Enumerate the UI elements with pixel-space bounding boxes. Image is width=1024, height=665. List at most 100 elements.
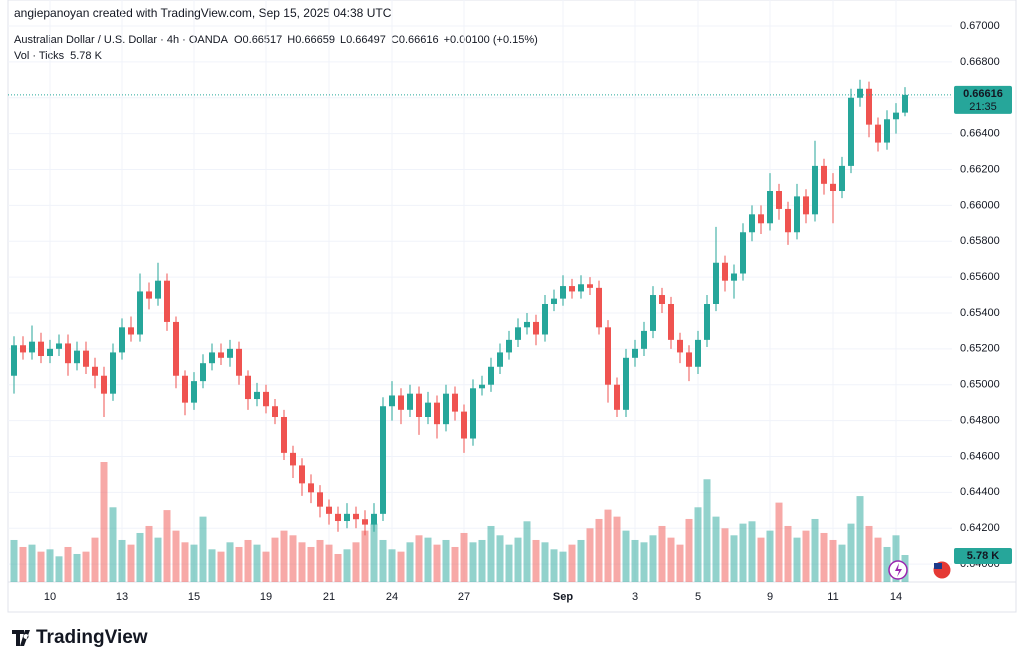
volume-bar — [10, 539, 18, 582]
volume-bar — [550, 549, 558, 582]
candle-body — [173, 321, 179, 376]
candle-body — [254, 391, 260, 400]
candle-body — [74, 350, 80, 364]
candle-body — [11, 345, 17, 376]
volume-bar — [595, 518, 603, 582]
candle-body — [830, 183, 836, 192]
candle-body — [749, 214, 755, 233]
header-text: O — [234, 34, 243, 46]
credit: angiepanoyan created with TradingView.co… — [14, 6, 392, 20]
candle-body — [65, 343, 71, 364]
x-tick-label: 19 — [260, 591, 272, 603]
candle-body — [659, 295, 665, 304]
volume-bar — [370, 523, 378, 582]
volume-bar — [91, 537, 99, 582]
candle-body — [164, 280, 170, 322]
volume-bar — [307, 546, 315, 582]
volume-bar — [28, 544, 36, 582]
candle-body — [191, 381, 197, 403]
x-tick-label: 14 — [890, 591, 902, 603]
volume-bar — [613, 516, 621, 582]
candle-body — [605, 327, 611, 385]
y-tick-label: 0.65800 — [960, 235, 1000, 247]
volume-bar — [451, 546, 459, 582]
volume-bar — [19, 546, 27, 582]
volume-bar — [775, 502, 783, 582]
volume-bar — [46, 549, 54, 582]
candle-body — [272, 406, 278, 417]
volume-bar — [559, 551, 567, 582]
volume-bar — [577, 539, 585, 582]
volume-bar — [883, 546, 891, 582]
volume-bar — [136, 532, 144, 582]
volume-bar — [469, 542, 477, 582]
header-text: L — [340, 34, 346, 46]
candle-body — [794, 196, 800, 233]
volume-bar — [118, 539, 126, 582]
volume-bar — [235, 546, 243, 582]
volume-bar — [253, 544, 261, 582]
candle-body — [389, 395, 395, 407]
candle-body — [38, 341, 44, 357]
volume-bar — [730, 535, 738, 582]
candle-body — [371, 513, 377, 525]
volume-bar — [694, 507, 702, 582]
brand-logo — [12, 630, 30, 646]
volume-bar — [793, 537, 801, 582]
volume-tag-value: 5.78 K — [967, 550, 999, 562]
volume-bar — [442, 539, 450, 582]
candle-body — [317, 492, 323, 507]
candle-body — [821, 165, 827, 184]
volume-bar — [829, 539, 837, 582]
flag-icon-canton — [934, 563, 942, 569]
y-tick-label: 0.64200 — [960, 522, 1000, 534]
volume-bar — [334, 553, 342, 582]
candle-body — [650, 295, 656, 331]
candle-body — [623, 357, 629, 410]
candle-body — [353, 513, 359, 520]
candle-body — [209, 352, 215, 364]
volume-bar — [226, 542, 234, 582]
candle-body — [560, 286, 566, 299]
candle-body — [740, 232, 746, 274]
volume-line: Vol · Ticks 5.78 K — [14, 50, 103, 62]
candle-body — [47, 348, 53, 357]
symbol-line: Australian Dollar / U.S. Dollar · 4h · O… — [14, 34, 538, 46]
volume-bar — [487, 525, 495, 582]
candle-body — [812, 165, 818, 215]
candle-body — [515, 327, 521, 340]
candle-body — [101, 375, 107, 394]
volume-bar — [568, 544, 576, 582]
x-tick-label: 9 — [767, 591, 773, 603]
y-tick-label: 0.65400 — [960, 307, 1000, 319]
candle-body — [614, 384, 620, 410]
candle-body — [263, 391, 269, 407]
volume-bar — [73, 553, 81, 582]
volume-bar — [478, 539, 486, 582]
volume-bar — [586, 528, 594, 582]
candle-body — [632, 348, 638, 358]
volume-bar — [109, 507, 117, 582]
volume-bar — [379, 539, 387, 582]
candle-body — [146, 291, 152, 299]
candle-body — [281, 416, 287, 453]
candle-body — [200, 363, 206, 382]
candle-body — [470, 388, 476, 439]
volume-bar — [667, 537, 675, 582]
volume-bar — [514, 537, 522, 582]
header-text: Vol · Ticks — [14, 50, 65, 62]
candle-body — [308, 483, 314, 493]
frame — [7, 0, 1017, 613]
candle-body — [110, 352, 116, 394]
candle-body — [416, 393, 422, 417]
candle-body — [128, 327, 134, 335]
candle-body — [704, 304, 710, 340]
volume-bar — [766, 530, 774, 582]
candle-body — [533, 321, 539, 335]
volume-bar — [172, 530, 180, 582]
header-text: Australian Dollar / U.S. Dollar · 4h · O… — [14, 34, 229, 46]
candle-body — [119, 327, 125, 353]
volume-bar — [604, 509, 612, 582]
header-text: 0.66497 — [346, 34, 386, 46]
candle-body — [407, 393, 413, 410]
